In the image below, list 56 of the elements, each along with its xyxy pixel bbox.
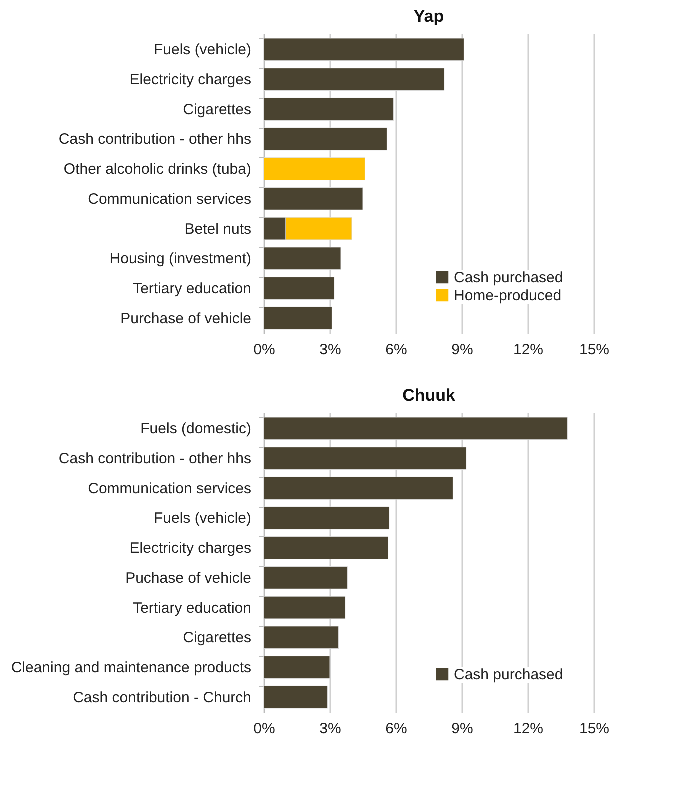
y-tick-label: Electricity charges <box>130 72 252 89</box>
x-tick-label: 0% <box>254 720 276 738</box>
x-tick-label: 15% <box>579 720 610 738</box>
bar <box>264 417 568 440</box>
legend-label: Cash purchased <box>454 666 564 684</box>
bar <box>264 447 467 470</box>
y-tick-label: Fuels (vehicle) <box>154 42 252 59</box>
bar <box>264 596 346 620</box>
bar <box>264 306 332 330</box>
bar <box>264 158 366 181</box>
bar <box>264 277 335 300</box>
bar <box>264 187 364 210</box>
x-tick-label: 6% <box>386 342 408 358</box>
x-tick-label: 6% <box>386 720 408 738</box>
bar <box>264 506 390 530</box>
bar <box>264 38 464 62</box>
bar <box>264 247 342 270</box>
x-tick-label: 9% <box>452 342 474 358</box>
y-tick-label: Tertiary education <box>133 600 252 617</box>
bar <box>264 476 454 500</box>
bar <box>264 566 348 590</box>
y-tick-label: Electricity charges <box>130 540 252 558</box>
y-tick-label: Housing (investment) <box>110 250 252 268</box>
y-tick-label: Fuels (vehicle) <box>154 510 252 528</box>
bar <box>264 626 340 650</box>
bar <box>264 536 389 560</box>
y-tick-label: Tertiary education <box>133 280 252 298</box>
x-tick-label: 3% <box>320 342 342 358</box>
y-tick-label: Cash contribution - other hhs <box>58 450 252 468</box>
y-tick-label: Purchase of vehicle <box>120 310 252 328</box>
x-tick-label: 12% <box>513 720 544 738</box>
y-tick-label: Puchase of vehicle <box>126 570 252 587</box>
bar <box>264 656 330 679</box>
y-tick-label: Communication services <box>88 480 252 498</box>
bar <box>264 686 328 709</box>
y-tick-label: Cigarettes <box>183 630 252 647</box>
x-tick-label: 9% <box>452 720 474 738</box>
y-tick-label: Cleaning and maintenance products <box>11 659 252 676</box>
y-tick-label: Betel nuts <box>184 220 252 238</box>
x-tick-label: 0% <box>254 342 276 358</box>
y-tick-label: Other alcoholic drinks (tuba) <box>64 161 252 178</box>
y-tick-label: Cigarettes <box>183 101 252 118</box>
y-tick-label: Cash contribution - other hhs <box>58 131 252 148</box>
bar <box>264 128 388 151</box>
y-tick-label: Cash contribution - Church <box>73 689 252 706</box>
legend-label: Home-produced <box>454 288 562 304</box>
chart-title: Chuuk <box>402 386 456 405</box>
legend-label: Cash purchased <box>454 270 564 286</box>
bar <box>264 98 394 121</box>
x-tick-label: 15% <box>579 342 610 358</box>
bar <box>264 68 445 91</box>
chart-title: Yap <box>414 7 444 26</box>
x-tick-label: 12% <box>513 342 544 358</box>
y-tick-label: Fuels (domestic) <box>140 420 252 438</box>
x-tick-label: 3% <box>320 720 342 738</box>
y-tick-label: Communication services <box>88 190 252 208</box>
